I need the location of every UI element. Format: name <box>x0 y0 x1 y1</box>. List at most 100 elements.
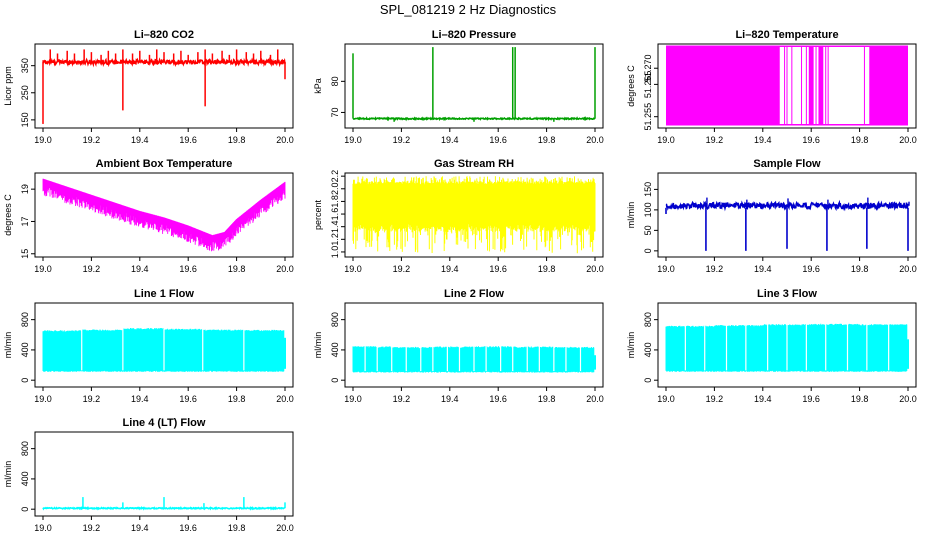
series-line-3-flow <box>665 321 909 372</box>
series-line-4-flow <box>42 497 286 511</box>
x-tick-label: 20.0 <box>899 394 917 404</box>
x-tick-label: 20.0 <box>586 264 604 274</box>
y-tick-label: 80 <box>330 76 340 86</box>
x-tick-label: 19.8 <box>538 135 556 145</box>
plot-frame <box>344 172 604 258</box>
series-temperature <box>666 45 908 126</box>
x-tick-label: 19.4 <box>131 264 149 274</box>
y-tick-label: 800 <box>20 441 30 456</box>
plot-frame <box>34 302 294 388</box>
x-tick-label: 19.8 <box>228 264 246 274</box>
x-tick-label: 19.8 <box>228 135 246 145</box>
chart-panel: Li–820 Temperature degrees C 51.255 51.2655… <box>626 29 917 145</box>
y-tick-label: 70 <box>330 107 340 117</box>
x-tick-label: 19.0 <box>657 264 675 274</box>
x-tick-label: 20.0 <box>899 264 917 274</box>
x-tick-label: 20.0 <box>276 394 294 404</box>
x-tick-label: 19.8 <box>538 264 556 274</box>
x-tick-label: 20.0 <box>276 135 294 145</box>
chart-panel: Line 3 Flow ml/min 0 400 800 19.0 19.2 19.4 19.6… <box>626 288 917 404</box>
chart-panel: Line 2 Flow ml/min 0 400 800 19.0 19.2 19.4 19.6… <box>313 288 604 404</box>
x-tick-label: 19.0 <box>34 135 52 145</box>
y-tick-label: 350 <box>20 58 30 73</box>
x-tick-label: 19.8 <box>538 394 556 404</box>
x-tick-label: 19.2 <box>393 394 411 404</box>
y-axis-label: degrees C <box>626 65 636 107</box>
y-tick-label: 400 <box>643 342 653 357</box>
y-axis: 15 17 19 <box>20 184 35 259</box>
chart-title: Line 2 Flow <box>444 288 504 300</box>
x-axis: 19.0 19.2 19.4 19.6 19.8 20.0 <box>657 257 917 274</box>
x-axis: 19.0 19.2 19.4 19.6 19.8 20.0 <box>344 257 604 274</box>
series-line <box>665 199 909 212</box>
series-line-1-flow <box>42 325 286 372</box>
chart-panel: Li–820 CO2 Licor ppm 150 250 350 19.0 19.2 19.4… <box>3 29 294 145</box>
x-axis: 19.0 19.2 19.4 19.6 19.8 20.0 <box>657 128 917 145</box>
y-axis-label: ml/min <box>626 332 636 359</box>
x-tick-label: 20.0 <box>276 523 294 533</box>
y-tick-label: 51.265 <box>643 71 653 99</box>
x-tick-label: 19.0 <box>34 523 52 533</box>
y-tick-label: 400 <box>20 471 30 486</box>
chart-title: Li–820 Pressure <box>432 29 516 41</box>
y-axis: 0 400 800 <box>20 441 35 512</box>
series-line-2-flow <box>352 343 596 373</box>
series-pressure <box>352 47 596 122</box>
y-tick-label: 19 <box>20 184 30 194</box>
series-band <box>42 178 286 252</box>
chart-panel: Ambient Box Temperature degrees C 15 17 19 19… <box>3 158 294 274</box>
x-tick-label: 19.4 <box>754 135 772 145</box>
y-tick-label: 100 <box>643 202 653 217</box>
y-tick-label: 150 <box>20 112 30 127</box>
x-tick-label: 19.2 <box>393 135 411 145</box>
data-block <box>666 46 780 125</box>
plot-frame <box>657 172 917 258</box>
chart-title: Line 3 Flow <box>757 288 817 300</box>
x-axis: 19.0 19.2 19.4 19.6 19.8 20.0 <box>34 516 294 533</box>
x-tick-label: 19.6 <box>179 135 197 145</box>
series-band <box>352 176 596 254</box>
chart-panel: Line 1 Flow ml/min 0 400 800 19.0 19.2 19.4 19.6… <box>3 288 294 404</box>
x-tick-label: 19.4 <box>441 135 459 145</box>
x-tick-label: 20.0 <box>586 394 604 404</box>
y-tick-label: 15 <box>20 249 30 259</box>
y-tick-label: 0 <box>330 378 340 383</box>
x-tick-label: 19.0 <box>657 394 675 404</box>
x-tick-label: 19.8 <box>228 523 246 533</box>
y-tick-label: 1.8 <box>330 195 340 208</box>
x-tick-label: 19.8 <box>851 394 869 404</box>
x-tick-label: 19.8 <box>851 264 869 274</box>
y-tick-label: 17 <box>20 216 30 226</box>
plot-frame <box>34 43 294 129</box>
x-tick-label: 19.4 <box>131 523 149 533</box>
series-co2 <box>42 49 286 124</box>
y-tick-label: 2.0 <box>330 183 340 196</box>
y-tick-label: 0 <box>643 248 653 253</box>
x-tick-label: 19.2 <box>706 135 724 145</box>
x-tick-label: 19.6 <box>179 394 197 404</box>
y-tick-label: 1.0 <box>330 246 340 259</box>
x-tick-label: 19.4 <box>131 394 149 404</box>
y-tick-label: 250 <box>20 85 30 100</box>
y-axis-label: ml/min <box>313 332 323 359</box>
x-tick-label: 19.2 <box>706 394 724 404</box>
x-tick-label: 19.6 <box>802 394 820 404</box>
y-axis-label: percent <box>313 199 323 230</box>
x-tick-label: 20.0 <box>586 135 604 145</box>
plot-frame <box>344 43 604 129</box>
y-tick-label: 400 <box>20 342 30 357</box>
plot-frame <box>34 431 294 517</box>
x-tick-label: 19.6 <box>489 394 507 404</box>
x-tick-label: 19.2 <box>83 523 101 533</box>
x-tick-label: 19.2 <box>83 394 101 404</box>
y-axis: 0 400 800 <box>330 312 345 383</box>
x-tick-label: 19.4 <box>131 135 149 145</box>
chart-title: Line 1 Flow <box>134 288 194 300</box>
x-tick-label: 19.6 <box>802 264 820 274</box>
plot-frame <box>657 43 917 129</box>
chart-title: Li–820 CO2 <box>134 29 194 41</box>
x-tick-label: 20.0 <box>276 264 294 274</box>
